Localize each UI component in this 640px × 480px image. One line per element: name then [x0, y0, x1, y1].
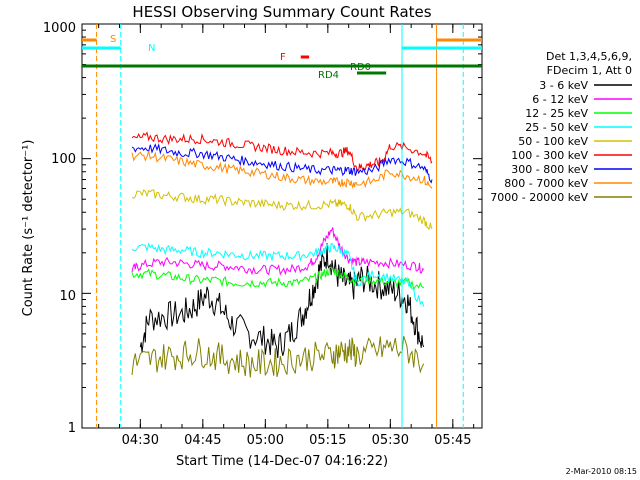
legend-label-8: 800 - 7000 keV — [504, 177, 588, 190]
y-tick-100: 100 — [51, 152, 76, 167]
legend-label-5: 50 - 100 keV — [518, 135, 588, 148]
legend-header-line1: Det 1,3,4,5,6,9, — [546, 50, 632, 63]
annotation-f: F — [280, 52, 286, 63]
annotation-rd4: RD4 — [318, 70, 339, 81]
x-axis-label: Start Time (14-Dec-07 04:16:22) — [176, 454, 388, 469]
y-tick-1: 1 — [68, 421, 76, 436]
legend-label-6: 100 - 300 keV — [511, 149, 588, 162]
legend-label-3: 12 - 25 keV — [525, 107, 588, 120]
x-tick-label: 04:45 — [184, 433, 221, 448]
annotation-rd0: RD0 — [350, 62, 371, 73]
legend-label-2: 6 - 12 keV — [532, 93, 588, 106]
x-tick-label: 05:00 — [247, 433, 284, 448]
x-tick-label: 05:15 — [309, 433, 346, 448]
series-line-2 — [131, 227, 425, 276]
series-line-6 — [131, 131, 433, 172]
series-line-3 — [131, 266, 424, 291]
series-line-5 — [131, 189, 433, 230]
annotation-s: S — [110, 34, 116, 45]
chart-title: HESSI Observing Summary Count Rates — [132, 3, 431, 21]
series-line-7 — [131, 143, 433, 184]
legend-label-1: 3 - 6 keV — [539, 79, 588, 92]
y-tick-10: 10 — [59, 289, 76, 304]
series-line-1 — [139, 243, 425, 359]
annotation-n: N — [148, 43, 155, 54]
x-tick-label: 05:45 — [434, 433, 471, 448]
x-tick-label: 04:30 — [122, 433, 159, 448]
legend-label-9: 7000 - 20000 keV — [490, 191, 588, 204]
legend-label-4: 25 - 50 keV — [525, 121, 588, 134]
legend-header-line2: FDecim 1, Att 0 — [547, 64, 632, 77]
plot-frame — [81, 23, 483, 429]
series-line-9 — [131, 335, 425, 378]
date-stamp: 2-Mar-2010 08:15 — [566, 467, 637, 476]
series-line-4 — [131, 242, 425, 307]
y-axis-label: Count Rate (s⁻¹ detector⁻¹) — [21, 140, 36, 317]
legend-label-7: 300 - 800 keV — [511, 163, 588, 176]
y-tick-1000: 1000 — [43, 21, 76, 36]
x-tick-label: 05:30 — [372, 433, 409, 448]
series-line-8 — [131, 150, 433, 190]
